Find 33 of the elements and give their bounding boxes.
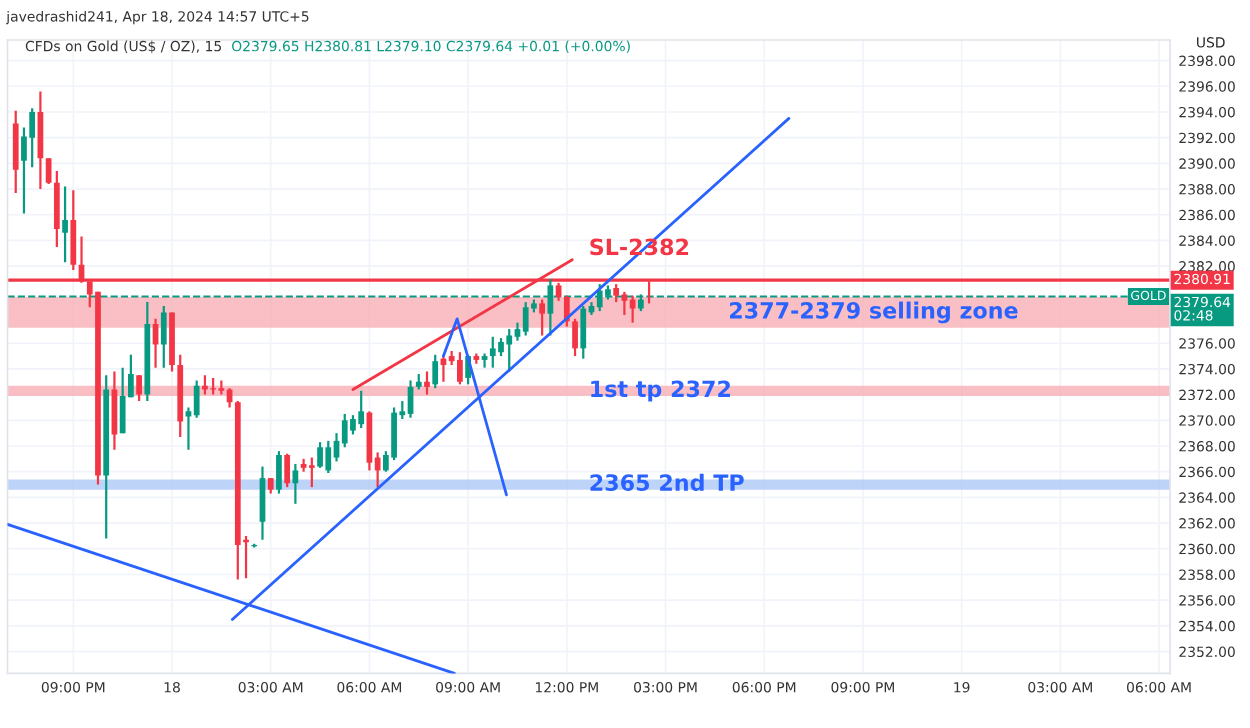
candlestick: [284, 452, 291, 489]
candlestick: [45, 157, 52, 186]
candlestick: [160, 304, 167, 369]
candlestick: [53, 169, 60, 248]
candlestick: [522, 301, 529, 337]
candlestick: [572, 317, 578, 358]
band-label: 1st tp 2372: [591, 380, 730, 402]
candlestick: [119, 366, 126, 435]
candlestick: [136, 374, 142, 403]
candlestick: [193, 379, 200, 419]
candlestick: [350, 414, 356, 436]
candlestick: [276, 450, 282, 495]
candlestick: [300, 457, 307, 473]
candlestick: [621, 290, 628, 317]
candlestick: [325, 439, 332, 475]
candlestick: [481, 352, 488, 369]
candlestick: [539, 298, 546, 337]
candlestick: [70, 189, 77, 272]
candlestick: [29, 107, 36, 169]
candlestick: [457, 351, 463, 386]
candlestick: [580, 304, 587, 360]
candlestick: [489, 335, 496, 369]
candlestick: [358, 389, 365, 430]
candlestick: [12, 109, 19, 195]
band-label: 2377-2379 selling zone: [730, 301, 1018, 324]
band-label: 2365 2nd TP: [590, 473, 744, 491]
candlestick: [506, 327, 513, 373]
candlestick: [308, 456, 315, 489]
candlestick: [424, 370, 430, 396]
candlestick: [62, 185, 68, 264]
candlestick: [432, 353, 439, 390]
candlestick: [317, 441, 323, 469]
candlestick: [391, 406, 397, 462]
